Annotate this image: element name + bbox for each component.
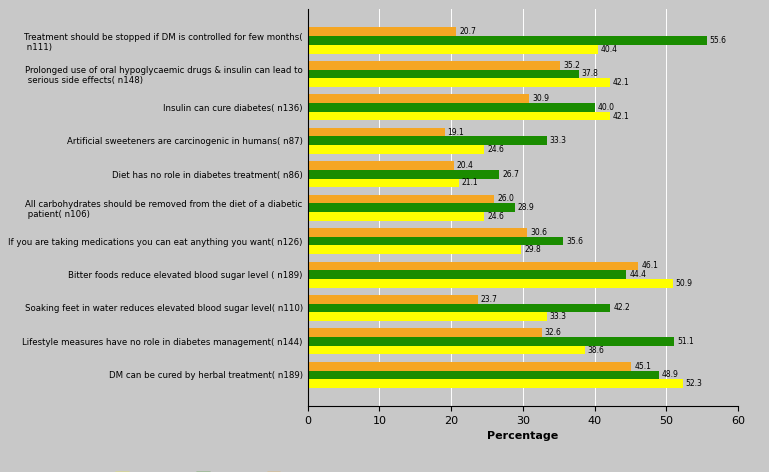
Text: 29.8: 29.8 bbox=[524, 245, 541, 254]
Bar bbox=[308, 337, 674, 346]
Text: 24.6: 24.6 bbox=[487, 145, 504, 154]
Bar bbox=[308, 161, 454, 170]
Text: 55.6: 55.6 bbox=[710, 36, 727, 45]
Text: 21.1: 21.1 bbox=[462, 178, 478, 187]
Bar bbox=[308, 45, 598, 53]
Text: 40.0: 40.0 bbox=[598, 103, 614, 112]
Bar bbox=[308, 94, 529, 103]
Bar bbox=[308, 112, 610, 120]
Text: 33.3: 33.3 bbox=[550, 312, 567, 321]
Bar bbox=[308, 69, 579, 78]
Text: 23.7: 23.7 bbox=[481, 295, 498, 304]
Bar bbox=[308, 279, 673, 287]
Text: 38.6: 38.6 bbox=[588, 346, 604, 354]
Text: 20.7: 20.7 bbox=[459, 27, 476, 36]
Bar bbox=[308, 237, 563, 245]
Bar bbox=[308, 212, 484, 221]
Bar bbox=[308, 270, 626, 279]
Text: 32.6: 32.6 bbox=[544, 328, 561, 337]
Text: 42.2: 42.2 bbox=[614, 303, 630, 312]
Text: 35.6: 35.6 bbox=[566, 236, 583, 245]
Text: 19.1: 19.1 bbox=[448, 127, 464, 136]
Bar bbox=[308, 371, 658, 379]
Bar bbox=[308, 178, 459, 187]
Bar bbox=[308, 228, 528, 237]
Text: 50.9: 50.9 bbox=[676, 279, 693, 288]
Legend: Christian, Muslim, Hindu: Christian, Muslim, Hindu bbox=[111, 468, 327, 472]
Text: 26.0: 26.0 bbox=[497, 194, 514, 203]
Text: 35.2: 35.2 bbox=[563, 61, 580, 70]
Bar bbox=[308, 78, 610, 87]
Text: 33.3: 33.3 bbox=[550, 136, 567, 145]
Bar bbox=[308, 194, 494, 203]
Bar bbox=[308, 303, 611, 312]
Bar bbox=[308, 312, 547, 321]
Bar bbox=[308, 362, 631, 371]
Bar bbox=[308, 261, 638, 270]
Text: 28.9: 28.9 bbox=[518, 203, 534, 212]
Bar bbox=[308, 145, 484, 154]
Text: 44.4: 44.4 bbox=[629, 270, 646, 279]
Bar bbox=[308, 103, 594, 112]
Text: 24.6: 24.6 bbox=[487, 212, 504, 221]
Text: 30.9: 30.9 bbox=[532, 94, 549, 103]
Text: 52.3: 52.3 bbox=[686, 379, 703, 388]
Text: 20.4: 20.4 bbox=[457, 161, 474, 170]
Bar bbox=[308, 170, 499, 178]
Text: 26.7: 26.7 bbox=[502, 170, 519, 179]
X-axis label: Percentage: Percentage bbox=[488, 431, 558, 441]
Bar bbox=[308, 61, 561, 69]
Text: 51.1: 51.1 bbox=[677, 337, 694, 346]
Text: 42.1: 42.1 bbox=[613, 111, 629, 120]
Text: 42.1: 42.1 bbox=[613, 78, 629, 87]
Bar bbox=[308, 346, 584, 354]
Bar bbox=[308, 136, 547, 145]
Bar bbox=[308, 128, 444, 136]
Bar bbox=[308, 245, 521, 254]
Bar bbox=[308, 379, 683, 388]
Text: 48.9: 48.9 bbox=[661, 371, 678, 379]
Bar bbox=[308, 295, 478, 303]
Bar bbox=[308, 36, 707, 45]
Text: 37.8: 37.8 bbox=[582, 69, 598, 78]
Bar bbox=[308, 27, 456, 36]
Bar bbox=[308, 203, 515, 212]
Text: 40.4: 40.4 bbox=[601, 45, 618, 54]
Text: 30.6: 30.6 bbox=[530, 228, 547, 237]
Bar bbox=[308, 329, 541, 337]
Text: 46.1: 46.1 bbox=[641, 261, 658, 270]
Text: 45.1: 45.1 bbox=[634, 362, 651, 371]
